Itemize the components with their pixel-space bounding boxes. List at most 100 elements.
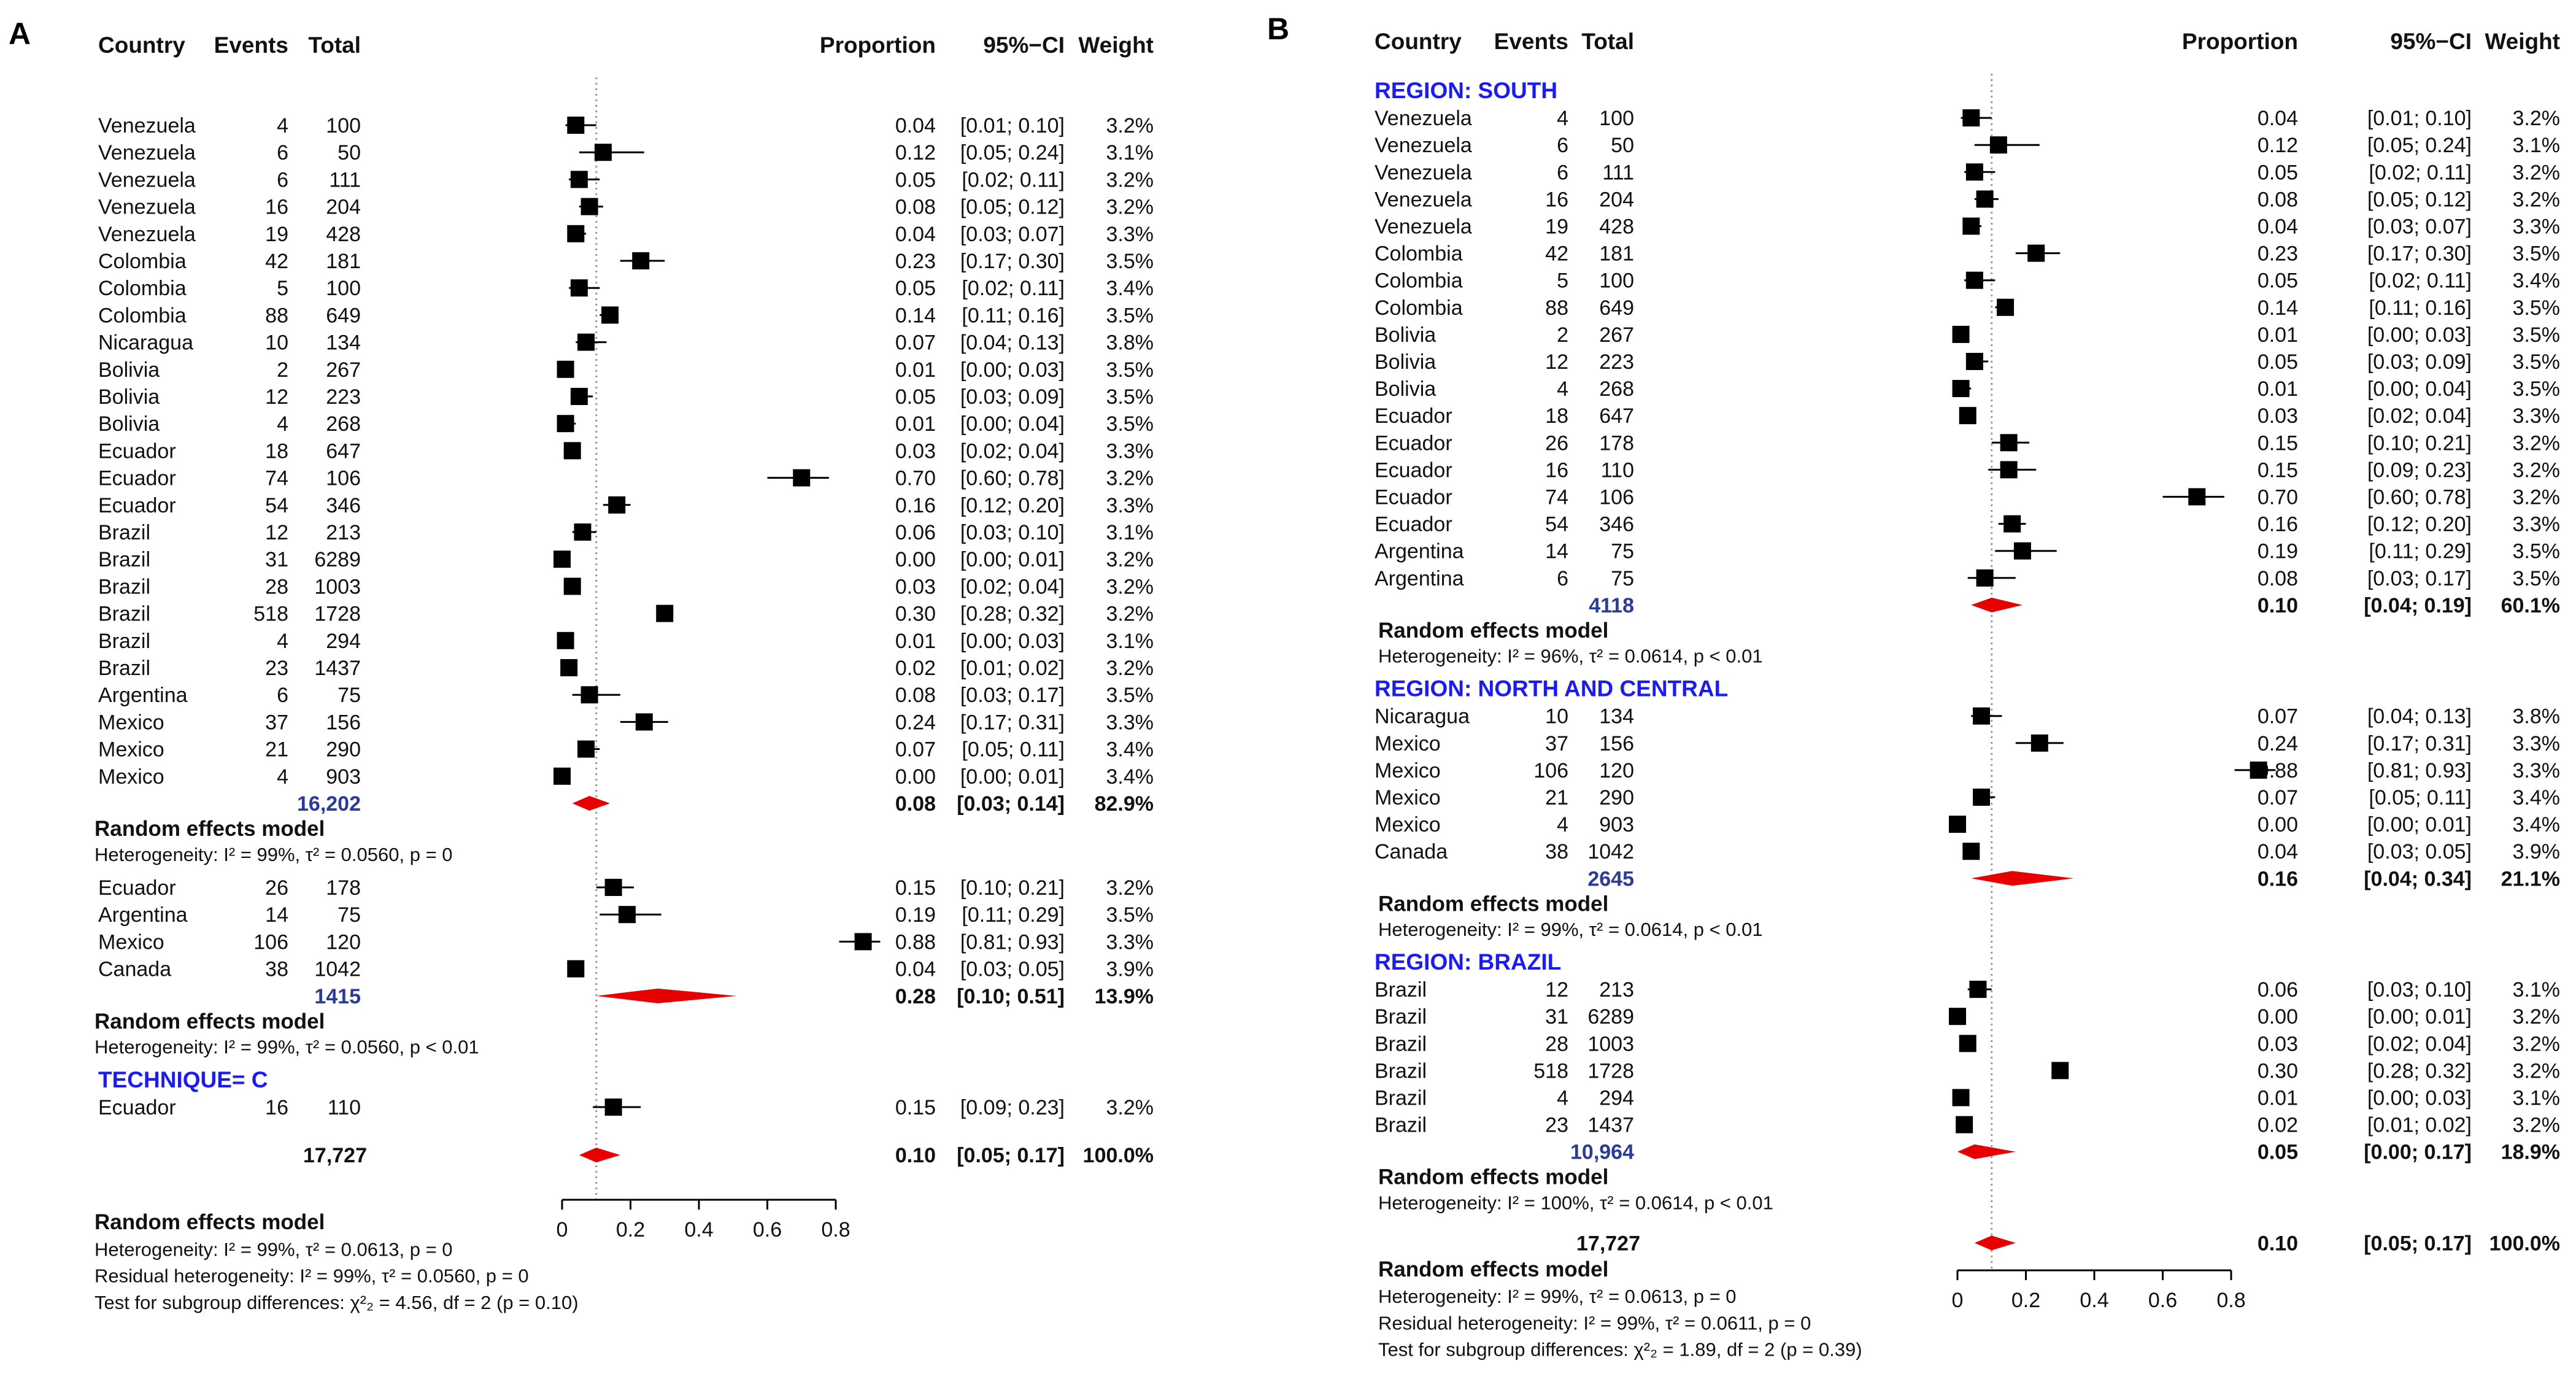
study-events: 18 [265,439,288,463]
study-row: Venezuela 4 100 0.04 [0.01; 0.10] 3.2% [1375,107,2560,130]
study-proportion: 0.05 [895,168,936,191]
study-weight: 3.5% [1106,903,1154,927]
study-proportion: 0.07 [2258,705,2298,728]
study-box [2000,434,2018,452]
study-country: Nicaragua [98,331,193,355]
overall-total: 17,727 [303,1144,367,1167]
study-events: 4 [1557,1087,1568,1110]
study-row: Venezuela 16 204 0.08 [0.05; 0.12] 3.2% [1375,188,2560,211]
study-ci: [0.02; 0.11] [2369,161,2472,184]
study-events: 12 [1545,350,1568,374]
study-box [567,225,585,242]
study-total: 178 [326,876,361,900]
study-weight: 3.2% [1106,548,1154,571]
study-ci: [0.05; 0.24] [2367,134,2472,157]
study-row: Colombia 88 649 0.14 [0.11; 0.16] 3.5% [98,304,1154,327]
study-events: 74 [265,467,288,490]
study-country: Argentina [98,903,188,927]
study-row: Ecuador 74 106 0.70 [0.60; 0.78] 3.2% [1375,486,2560,509]
study-country: Ecuador [98,876,176,900]
study-country: Venezuela [1375,107,1472,130]
study-country: Canada [1375,840,1448,863]
study-box [1997,298,2015,316]
study-weight: 3.5% [2513,242,2561,266]
column-header-weight: Weight [2485,29,2560,54]
study-box [604,879,622,897]
study-country: Bolivia [98,412,160,436]
column-header-proportion: Proportion [820,33,936,58]
study-country: Venezuela [98,223,196,246]
study-events: 21 [265,738,288,762]
study-weight: 3.2% [2513,188,2561,211]
study-weight: 3.5% [2513,323,2561,347]
study-proportion: 0.00 [2258,813,2298,836]
study-events: 16 [1545,458,1568,482]
summary-diamond [1971,597,2023,612]
summary-total: 4118 [1589,594,1634,617]
overall-summary: 17,727 0.10 [0.05; 0.17] 100.0% Random effec… [1378,1232,2560,1360]
x-axis: 0 0.2 0.4 0.6 0.8 [1952,1269,2246,1312]
study-box [553,550,571,568]
summary-ci: [0.04; 0.34] [2364,867,2472,890]
study-country: Mexico [98,711,164,734]
study-box [2030,734,2048,752]
study-row: Mexico 106 120 0.88 [0.81; 0.93] 3.3% [98,930,1154,954]
study-proportion: 0.15 [895,876,936,900]
study-proportion: 0.08 [2258,188,2298,211]
study-box [570,279,588,297]
study-total: 649 [326,304,361,327]
summary-ci: [0.03; 0.14] [957,792,1065,816]
study-row: Venezuela 6 111 0.05 [0.02; 0.11] 3.2% [98,168,1154,191]
study-proportion: 0.19 [895,903,936,927]
study-box [557,415,574,433]
study-proportion: 0.08 [2258,567,2298,590]
study-events: 38 [1545,840,1568,863]
study-country: Venezuela [1375,134,1472,157]
axis-tick-label: 0 [557,1218,568,1241]
study-weight: 3.5% [1106,358,1154,382]
study-row: Brazil 23 1437 0.02 [0.01; 0.02] 3.2% [98,657,1154,680]
study-ci: [0.03; 0.07] [2367,215,2472,239]
summary-proportion: 0.10 [2258,594,2298,617]
study-row: Brazil 28 1003 0.03 [0.02; 0.04] 3.2% [98,575,1154,598]
study-country: Nicaragua [1375,705,1470,728]
study-weight: 3.1% [2513,978,2561,1002]
study-country: Mexico [1375,813,1441,836]
study-row: Ecuador 26 178 0.15 [0.10; 0.21] 3.2% [1375,431,2560,455]
study-weight: 3.2% [2513,1114,2561,1137]
study-ci: [0.03; 0.10] [2367,978,2472,1002]
study-weight: 3.4% [1106,277,1154,300]
study-weight: 3.5% [1106,250,1154,273]
study-country: Brazil [98,575,150,598]
study-ci: [0.05; 0.12] [2367,188,2472,211]
study-weight: 3.3% [2513,215,2561,239]
study-box [1949,1008,1966,1025]
study-country: Colombia [1375,242,1463,266]
study-box [560,659,578,676]
study-proportion: 0.01 [895,412,936,436]
study-weight: 3.2% [1106,196,1154,219]
summary-weight: 21.1% [2501,867,2560,890]
study-country: Mexico [1375,786,1441,809]
study-weight: 3.5% [1106,684,1154,707]
study-box [1959,407,1976,425]
study-ci: [0.01; 0.10] [2367,107,2472,130]
study-events: 14 [265,903,288,927]
summary-total: 1415 [314,985,361,1008]
study-total: 290 [326,738,361,762]
study-row: Venezuela 4 100 0.04 [0.01; 0.10] 3.2% [98,114,1154,137]
subgroup-summary: 10,964 0.05 [0.00; 0.17] 18.9% Random effect… [1378,1141,2560,1214]
study-total: 1003 [314,575,361,598]
study-box [618,906,636,924]
study-ci: [0.03; 0.09] [2367,350,2472,374]
study-row: Bolivia 12 223 0.05 [0.03; 0.09] 3.5% [1375,350,2560,374]
study-country: Mexico [98,765,164,789]
study-events: 5 [1557,269,1568,293]
study-events: 16 [1545,188,1568,211]
study-box [608,496,626,514]
column-header-weight: Weight [1078,33,1154,58]
study-country: Venezuela [98,168,196,191]
study-weight: 3.3% [2513,404,2561,428]
study-box [1956,1116,1973,1133]
study-country: Brazil [98,603,150,626]
